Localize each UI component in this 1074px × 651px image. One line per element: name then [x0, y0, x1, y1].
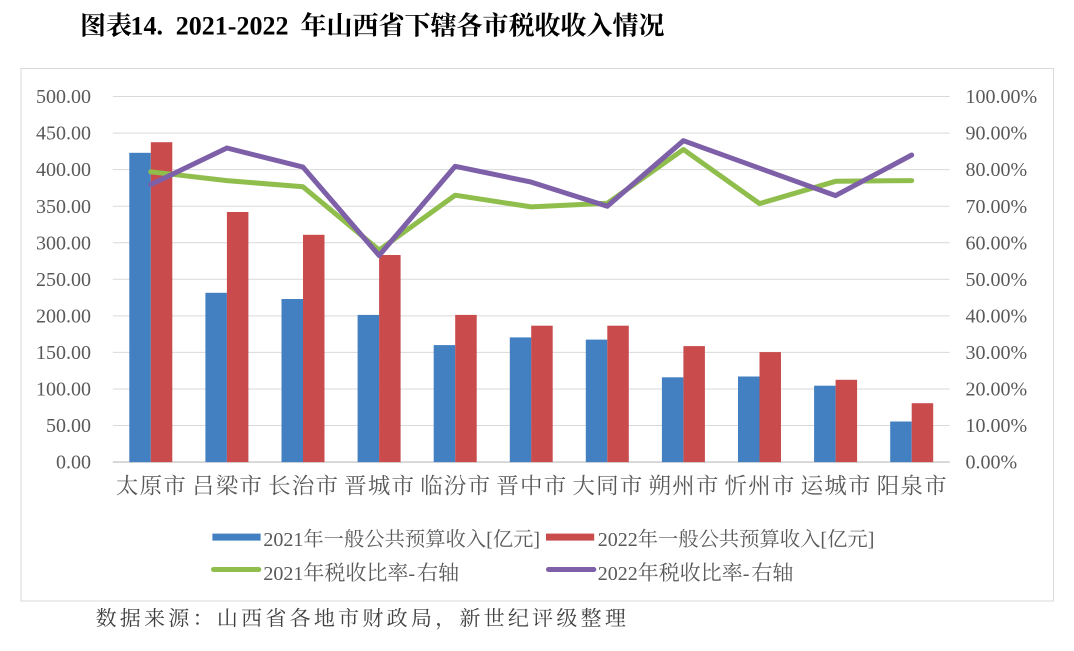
svg-text:-: -: [743, 563, 750, 585]
svg-text:]: ]: [533, 529, 540, 551]
svg-text:300.00: 300.00: [36, 232, 91, 254]
svg-text:0.00: 0.00: [56, 452, 91, 474]
svg-text:[: [: [820, 529, 827, 551]
svg-text:20.00%: 20.00%: [966, 379, 1028, 401]
svg-text:80.00%: 80.00%: [966, 159, 1028, 181]
svg-text:10.00%: 10.00%: [966, 415, 1028, 437]
svg-text:60.00%: 60.00%: [966, 232, 1028, 254]
svg-text:-: -: [408, 563, 415, 585]
svg-text:100.00%: 100.00%: [966, 86, 1038, 108]
svg-text:450.00: 450.00: [36, 123, 91, 145]
svg-text:500.00: 500.00: [36, 86, 91, 108]
svg-text:350.00: 350.00: [36, 196, 91, 218]
svg-text:100.00: 100.00: [36, 379, 91, 401]
svg-text:]: ]: [868, 529, 875, 551]
svg-text:2021: 2021: [263, 563, 303, 585]
svg-text:50.00%: 50.00%: [966, 269, 1028, 291]
svg-text:90.00%: 90.00%: [966, 123, 1028, 145]
svg-text:2021: 2021: [263, 529, 303, 551]
svg-text:200.00: 200.00: [36, 306, 91, 328]
svg-text:0.00%: 0.00%: [966, 452, 1018, 474]
svg-text:250.00: 250.00: [36, 269, 91, 291]
svg-text:40.00%: 40.00%: [966, 306, 1028, 328]
svg-text:14.: 14.: [131, 12, 164, 41]
svg-text:2022: 2022: [598, 529, 638, 551]
svg-text:[: [: [486, 529, 493, 551]
svg-text:50.00: 50.00: [46, 415, 91, 437]
svg-text:400.00: 400.00: [36, 159, 91, 181]
svg-text:2022: 2022: [598, 563, 638, 585]
svg-text:70.00%: 70.00%: [966, 196, 1028, 218]
svg-text:150.00: 150.00: [36, 342, 91, 364]
svg-text:30.00%: 30.00%: [966, 342, 1028, 364]
svg-text:2021-2022: 2021-2022: [176, 12, 289, 41]
